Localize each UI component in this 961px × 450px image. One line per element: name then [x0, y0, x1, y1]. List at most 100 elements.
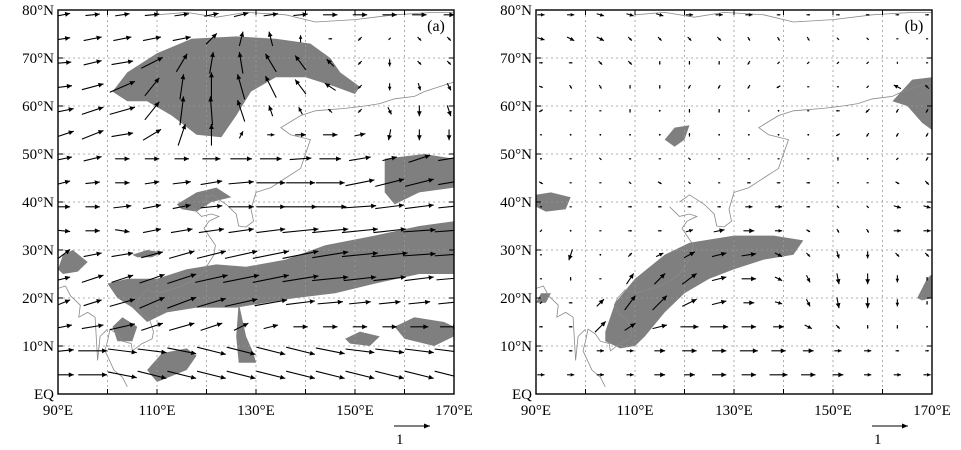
wind-vector — [836, 109, 840, 112]
wind-vector — [58, 130, 74, 138]
wind-vector — [653, 273, 666, 285]
wind-vector — [539, 325, 543, 328]
wind-vector — [537, 373, 545, 377]
wind-vector — [926, 325, 928, 328]
wind-vector — [111, 59, 134, 66]
wind-vector — [805, 274, 811, 283]
wind-vector — [167, 347, 197, 356]
wind-vector — [688, 61, 691, 65]
wind-vector — [200, 179, 223, 186]
wind-vector — [58, 60, 72, 65]
wind-vector — [865, 13, 870, 16]
wind-vector — [177, 123, 187, 146]
wind-vector — [924, 84, 930, 89]
wind-vector — [438, 301, 454, 305]
wind-vector — [896, 325, 899, 329]
wind-vector — [865, 251, 870, 259]
wind-vector — [806, 229, 811, 233]
wind-vector — [925, 38, 929, 40]
wind-vector — [174, 12, 190, 17]
wind-vector — [226, 346, 256, 356]
wind-vector — [801, 372, 816, 378]
wind-vector — [596, 13, 605, 17]
wind-vector — [204, 11, 219, 17]
wind-vector — [628, 205, 632, 208]
wind-vector — [626, 13, 634, 17]
wind-vector — [209, 72, 214, 102]
wind-vector — [434, 370, 454, 377]
wind-vector — [233, 322, 249, 331]
wind-vector — [256, 227, 286, 234]
wind-vector — [893, 84, 902, 90]
wind-vector — [923, 373, 931, 377]
shaded-region-tongue — [236, 302, 256, 363]
reference-vector-label: 1 — [874, 432, 882, 448]
coastline-arctic-0 — [156, 11, 454, 23]
y-tick-label: 10°N — [500, 339, 532, 355]
wind-vector — [408, 154, 431, 163]
wind-vector — [375, 178, 405, 187]
shaded-region-west-20 — [536, 293, 551, 303]
wind-vector — [323, 324, 338, 330]
wind-vector — [446, 105, 452, 117]
wind-vector — [896, 38, 899, 40]
wind-vector — [658, 158, 661, 160]
wind-vector — [747, 60, 751, 65]
wind-vector — [267, 133, 275, 137]
wind-vector — [115, 180, 130, 186]
wind-vector — [893, 373, 901, 377]
wind-vector — [375, 370, 405, 380]
wind-vector — [718, 109, 721, 113]
wind-vector — [375, 348, 405, 355]
wind-vector — [599, 206, 602, 208]
wind-vector — [747, 158, 750, 160]
wind-vector — [416, 105, 422, 117]
wind-vector — [711, 348, 727, 354]
wind-vector — [268, 105, 274, 117]
wind-vector — [226, 370, 256, 380]
wind-vector — [925, 132, 929, 137]
wind-vector — [263, 323, 279, 330]
wind-vector — [328, 108, 333, 113]
coastline-asia_east-2 — [58, 285, 108, 361]
wind-vector — [540, 157, 542, 160]
wind-vector — [625, 273, 635, 285]
wind-vector — [566, 36, 575, 42]
wind-vector — [925, 156, 929, 161]
wind-vector — [629, 85, 631, 89]
wind-vector — [680, 324, 699, 330]
wind-vector — [773, 324, 784, 330]
coastline-asia_east-0 — [201, 81, 454, 228]
wind-vector — [446, 129, 452, 141]
wind-vector — [315, 347, 345, 356]
wind-vector — [196, 297, 227, 308]
wind-vector — [866, 182, 869, 184]
wind-vector — [345, 370, 375, 380]
wind-vector — [655, 252, 664, 258]
wind-vector — [289, 156, 312, 161]
wind-vector — [806, 61, 810, 65]
coastline-arctic-0 — [634, 11, 932, 23]
wind-vector — [866, 85, 870, 89]
wind-vector — [598, 157, 602, 161]
wind-vector — [807, 158, 810, 160]
wind-vector — [866, 228, 870, 233]
wind-vector — [144, 156, 160, 162]
wind-vector — [412, 12, 427, 18]
wind-vector — [864, 373, 872, 377]
wind-vector — [687, 181, 691, 185]
wind-vector — [179, 74, 186, 100]
wind-vector — [81, 82, 104, 91]
wind-vector — [295, 132, 306, 138]
wind-vector — [687, 84, 692, 89]
wind-vector — [741, 372, 757, 378]
wind-vector — [264, 75, 277, 98]
wind-vector — [378, 299, 401, 305]
wind-vector — [745, 13, 753, 17]
wind-vector — [599, 110, 602, 112]
wind-vector — [539, 206, 543, 208]
wind-vector — [263, 12, 279, 17]
y-tick-label: 60°N — [22, 99, 54, 115]
wind-vector — [683, 251, 696, 259]
wind-vector — [345, 178, 375, 187]
